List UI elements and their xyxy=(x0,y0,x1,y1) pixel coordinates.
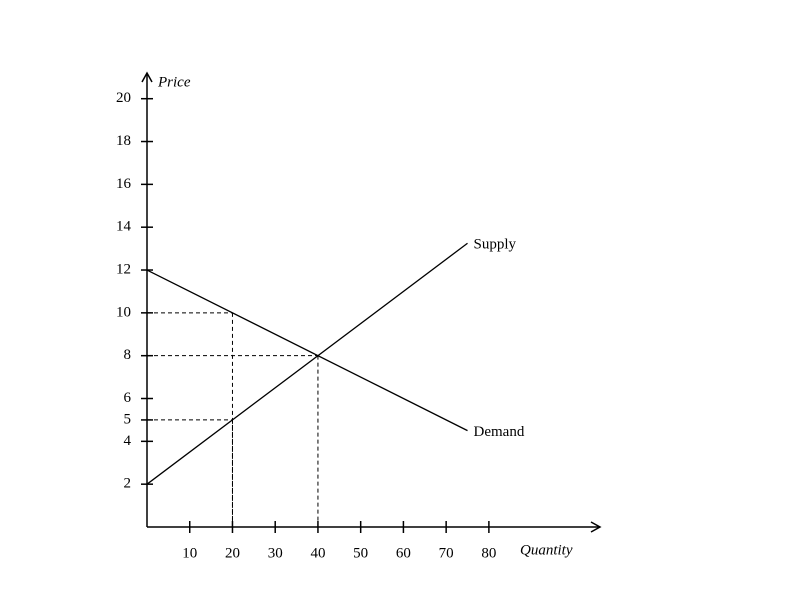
x-tick-label: 80 xyxy=(481,545,496,561)
x-tick-label: 30 xyxy=(268,545,283,561)
y-axis-label: Price xyxy=(157,74,191,90)
y-tick-label: 16 xyxy=(116,176,132,192)
x-axis-arrow xyxy=(590,521,602,533)
series-label: Demand xyxy=(474,424,525,440)
y-tick-label: 20 xyxy=(116,90,131,106)
y-tick-label: 5 xyxy=(124,411,132,427)
x-tick-label: 70 xyxy=(439,545,454,561)
y-tick-label: 4 xyxy=(124,433,132,449)
y-tick-label: 6 xyxy=(124,390,132,406)
y-tick-label: 2 xyxy=(124,476,132,492)
y-tick-label: 10 xyxy=(116,304,131,320)
x-tick-label: 60 xyxy=(396,545,411,561)
series-line xyxy=(146,269,468,432)
x-tick-label: 10 xyxy=(182,545,197,561)
x-tick-label: 40 xyxy=(310,545,325,561)
y-tick-label: 18 xyxy=(116,133,131,149)
x-axis-label: Quantity xyxy=(520,542,573,558)
y-axis-arrow xyxy=(141,71,153,83)
series-label: Supply xyxy=(474,237,517,253)
series-line xyxy=(146,242,468,485)
y-tick-label: 8 xyxy=(124,347,132,363)
y-tick-label: 14 xyxy=(116,219,132,235)
x-tick-label: 50 xyxy=(353,545,368,561)
y-tick-label: 12 xyxy=(116,261,131,277)
x-tick-label: 20 xyxy=(225,545,240,561)
